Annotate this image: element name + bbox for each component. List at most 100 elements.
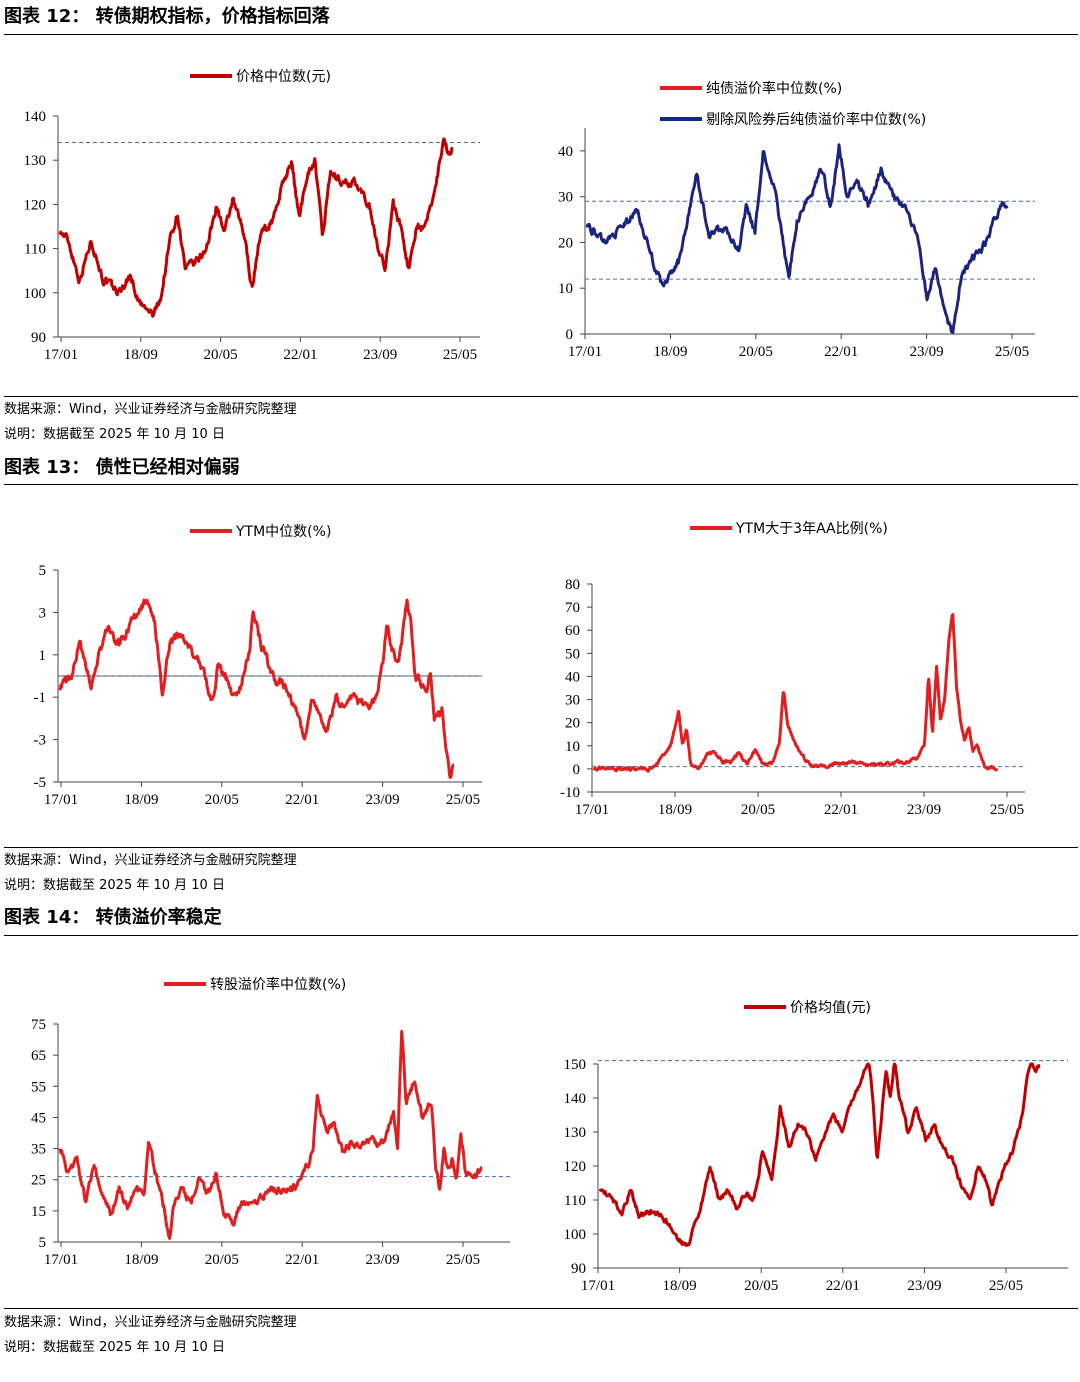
y-tick-label: 40: [558, 144, 573, 160]
x-tick-label: 22/01: [824, 802, 858, 818]
y-tick-label: 0: [573, 762, 581, 778]
y-tick-label: 30: [558, 190, 573, 206]
y-tick-label: 35: [31, 1142, 46, 1158]
x-tick-label: 25/05: [446, 1252, 480, 1268]
x-tick-label: 25/05: [443, 347, 477, 363]
y-tick-label: 110: [564, 1193, 586, 1209]
series-line: [58, 598, 455, 779]
divider: [4, 935, 1078, 936]
x-tick-label: 17/01: [581, 1278, 615, 1294]
x-tick-label: 23/09: [363, 347, 397, 363]
y-tick-label: 100: [24, 286, 47, 302]
figure-12-title: 图表 12： 转债期权指标，价格指标回落: [4, 6, 330, 27]
chart-conversion-premium: 75 65 55 45 35 25 15 517/01 18/09 20/05 22/01 23/09…: [31, 976, 510, 1268]
legend-label: YTM中位数(%): [235, 524, 331, 540]
y-tick-label: 20: [565, 716, 580, 732]
y-tick-label: 10: [558, 281, 573, 297]
y-tick-label: 70: [565, 600, 580, 616]
y-tick-label: 60: [565, 623, 580, 639]
y-tick-label: 3: [39, 605, 47, 621]
y-tick-label: 140: [564, 1091, 587, 1107]
y-tick-label: 10: [565, 739, 580, 755]
series-line: [58, 1030, 483, 1240]
y-tick-label: 80: [565, 577, 580, 593]
date-note: 说明：数据截至 2025 年 10 月 10 日: [4, 878, 225, 893]
source-note: 数据来源：Wind，兴业证券经济与金融研究院整理: [4, 402, 297, 417]
y-tick-label: 100: [564, 1227, 587, 1243]
x-tick-label: 23/09: [366, 792, 400, 808]
y-tick-label: 130: [564, 1125, 587, 1141]
x-tick-label: 22/01: [824, 344, 858, 360]
y-tick-label: 5: [39, 1235, 47, 1251]
x-tick-label: 22/01: [826, 1278, 860, 1294]
divider: [4, 484, 1078, 485]
date-note: 说明：数据截至 2025 年 10 月 10 日: [4, 1340, 225, 1355]
x-tick-label: 20/05: [205, 1252, 239, 1268]
x-tick-label: 25/05: [995, 344, 1029, 360]
legend-label: 转股溢价率中位数(%): [210, 976, 346, 993]
y-tick-label: 50: [565, 646, 580, 662]
x-tick-label: 20/05: [205, 792, 239, 808]
x-tick-label: 23/09: [907, 802, 941, 818]
y-tick-label: 90: [31, 330, 46, 346]
x-tick-label: 20/05: [744, 1278, 778, 1294]
y-tick-label: 75: [31, 1017, 46, 1033]
legend-label: 纯债溢价率中位数(%): [706, 80, 842, 97]
y-tick-label: 0: [566, 327, 574, 343]
y-tick-label: -3: [34, 733, 47, 749]
y-tick-label: 30: [565, 693, 580, 709]
y-tick-label: 1: [39, 648, 47, 664]
source-note: 数据来源：Wind，兴业证券经济与金融研究院整理: [4, 1315, 297, 1330]
series-line: [585, 143, 1009, 334]
y-tick-label: 20: [558, 235, 573, 251]
y-tick-label: 25: [31, 1173, 46, 1189]
x-tick-label: 25/05: [446, 792, 480, 808]
y-tick-label: 150: [564, 1057, 587, 1073]
x-tick-label: 23/09: [907, 1278, 941, 1294]
x-tick-label: 18/09: [663, 1278, 697, 1294]
x-tick-label: 18/09: [124, 792, 158, 808]
x-tick-label: 18/09: [124, 1252, 158, 1268]
divider: [4, 1308, 1078, 1309]
y-tick-label: 130: [24, 153, 47, 169]
y-tick-label: 90: [571, 1261, 586, 1277]
chart-pure-bond-premium: 0 10 20 30 40 17/01 18/09 20/05 22/01 23/09 25/05 纯…: [558, 80, 1035, 360]
x-tick-label: 20/05: [741, 802, 775, 818]
chart-price-median: 90 100 110 120 130 140 17/01 18/09 20/05 22/01 23/…: [24, 69, 480, 363]
figure-13-title: 图表 13： 债性已经相对偏弱: [4, 457, 240, 478]
divider: [4, 847, 1078, 848]
y-tick-label: -5: [34, 775, 47, 791]
x-tick-label: 17/01: [575, 802, 609, 818]
source-note: 数据来源：Wind，兴业证券经济与金融研究院整理: [4, 853, 297, 868]
y-tick-label: -10: [560, 785, 580, 801]
x-tick-label: 17/01: [568, 344, 602, 360]
x-tick-label: 25/05: [990, 802, 1024, 818]
legend-label: 剔除风险券后纯债溢价率中位数(%): [706, 111, 926, 128]
legend-label: 价格均值(元): [790, 1000, 871, 1016]
x-tick-label: 23/09: [366, 1252, 400, 1268]
x-tick-label: 25/05: [989, 1278, 1023, 1294]
x-tick-label: 17/01: [44, 1252, 78, 1268]
x-tick-label: 18/09: [653, 344, 687, 360]
x-tick-label: 22/01: [285, 1252, 319, 1268]
figure-14-title: 图表 14： 转债溢价率稳定: [4, 907, 222, 928]
y-tick-label: -1: [34, 690, 47, 706]
chart-ytm-median: 5 3 1 -1 -3 -517/01 18/09 20/05 22/01 23/09 25/05 Y…: [34, 524, 482, 808]
series-line: [58, 137, 454, 318]
divider: [4, 34, 1078, 35]
series-line: [592, 613, 999, 773]
y-tick-label: 65: [31, 1048, 46, 1064]
y-tick-label: 140: [24, 109, 47, 125]
x-tick-label: 18/09: [658, 802, 692, 818]
y-tick-label: 40: [565, 669, 580, 685]
series-line: [598, 1062, 1041, 1247]
y-tick-label: 55: [31, 1079, 46, 1095]
x-tick-label: 22/01: [285, 792, 319, 808]
x-tick-label: 23/09: [910, 344, 944, 360]
x-tick-label: 18/09: [124, 347, 158, 363]
y-tick-label: 45: [31, 1110, 46, 1126]
x-tick-label: 17/01: [44, 792, 78, 808]
legend-label: YTM大于3年AA比例(%): [735, 521, 888, 537]
